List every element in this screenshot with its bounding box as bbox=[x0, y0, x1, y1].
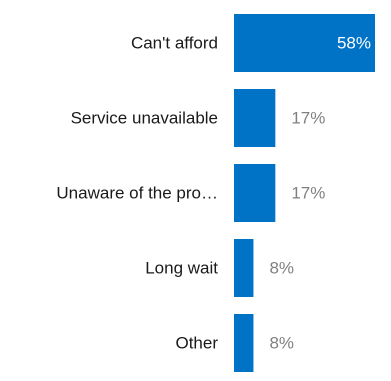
value-label: 8% bbox=[269, 259, 294, 278]
category-label: Other bbox=[175, 334, 218, 353]
bar bbox=[234, 314, 254, 372]
category-label: Service unavailable bbox=[71, 109, 218, 128]
value-label: 17% bbox=[291, 184, 325, 203]
value-label: 17% bbox=[291, 109, 325, 128]
value-label: 58% bbox=[337, 34, 371, 53]
bar bbox=[234, 14, 375, 72]
bar bbox=[234, 89, 276, 147]
category-label: Can't afford bbox=[131, 34, 218, 53]
category-label: Long wait bbox=[145, 259, 218, 278]
bars-group: Can't afford 58% Service unavailable 17% Una… bbox=[56, 14, 375, 372]
value-label: 8% bbox=[269, 334, 294, 353]
bar bbox=[234, 239, 254, 297]
category-label: Unaware of the pro… bbox=[56, 184, 218, 203]
bar bbox=[234, 164, 276, 222]
